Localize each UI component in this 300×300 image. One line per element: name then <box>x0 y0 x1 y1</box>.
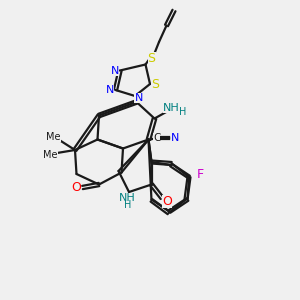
Text: H: H <box>179 107 186 117</box>
Text: H: H <box>124 200 131 211</box>
Text: NH: NH <box>163 103 179 113</box>
Text: C: C <box>153 133 160 143</box>
Text: N: N <box>106 85 114 95</box>
Text: N: N <box>171 133 179 143</box>
Text: S: S <box>148 52 155 65</box>
Text: S: S <box>152 77 159 91</box>
Text: O: O <box>162 195 172 208</box>
Text: F: F <box>197 167 204 181</box>
Text: Me: Me <box>43 150 58 161</box>
Text: N: N <box>134 93 143 103</box>
Text: O: O <box>71 181 81 194</box>
Text: NH: NH <box>119 193 136 203</box>
Text: Me: Me <box>46 132 61 142</box>
Text: N: N <box>110 65 119 76</box>
